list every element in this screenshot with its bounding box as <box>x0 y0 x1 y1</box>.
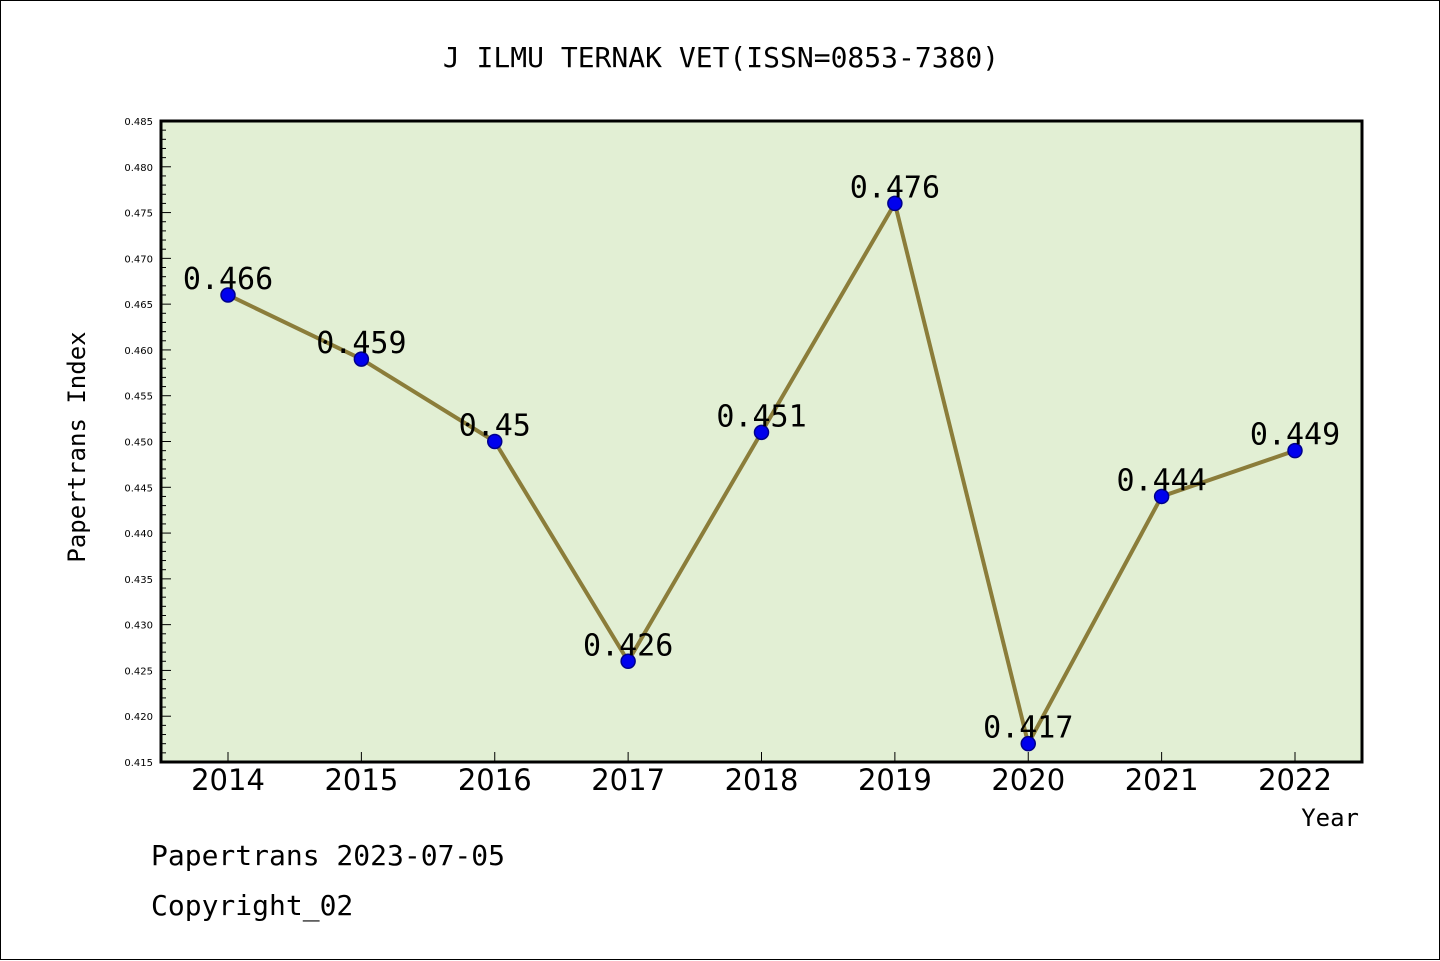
x-tick-label: 2022 <box>1258 763 1332 797</box>
y-tick-label: 0.435 <box>124 575 153 586</box>
data-label: 0.466 <box>183 262 273 297</box>
data-point <box>887 195 903 212</box>
y-tick-label: 0.470 <box>124 254 153 265</box>
y-tick-label: 0.450 <box>124 438 153 449</box>
y-tick-label: 0.445 <box>124 483 153 494</box>
y-tick-label: 0.425 <box>124 666 153 677</box>
data-label: 0.444 <box>1116 463 1206 498</box>
data-point <box>353 351 370 367</box>
x-axis-label: Year <box>1301 804 1359 832</box>
y-tick-label: 0.475 <box>124 209 153 220</box>
data-point <box>1020 735 1036 752</box>
data-label: 0.426 <box>583 628 673 663</box>
x-tick-label: 2017 <box>591 763 665 797</box>
y-tick-label: 0.415 <box>124 758 153 769</box>
data-label: 0.451 <box>716 399 806 434</box>
plot-border <box>159 119 1364 764</box>
data-point <box>220 287 236 303</box>
data-point <box>620 653 636 670</box>
footer-date: Papertrans 2023-07-05 <box>151 839 505 872</box>
data-point <box>753 424 770 441</box>
x-tick-label: 2015 <box>324 763 398 797</box>
data-label: 0.417 <box>983 711 1073 746</box>
y-tick-label: 0.420 <box>124 712 153 723</box>
y-tick-label: 0.430 <box>124 621 153 632</box>
data-point <box>487 433 503 450</box>
x-tick-label: 2021 <box>1125 763 1199 797</box>
data-label: 0.476 <box>850 170 940 205</box>
x-tick-label: 2019 <box>858 763 932 797</box>
y-tick-label: 0.455 <box>124 392 153 403</box>
x-tick-label: 2016 <box>458 763 532 797</box>
data-series: 0.466 0.459 0.45 0.426 0.451 0.476 0.417 0.444 0… <box>183 170 1340 752</box>
y-tick-label: 0.480 <box>124 163 153 174</box>
data-point <box>1153 488 1170 505</box>
y-tick-label: 0.485 <box>124 117 153 128</box>
y-axis-label: Papertrans Index <box>63 331 91 562</box>
x-tick-label: 2018 <box>725 763 799 797</box>
x-tick-label: 2014 <box>191 763 265 797</box>
y-tick-label: 0.465 <box>124 300 153 311</box>
data-label: 0.449 <box>1250 418 1340 453</box>
plot-area <box>161 121 1362 762</box>
footer-copyright: Copyright_02 <box>151 889 353 923</box>
data-point <box>1287 442 1303 459</box>
data-label: 0.459 <box>316 326 406 361</box>
y-tick-label: 0.460 <box>124 346 153 357</box>
x-axis-ticks: 2014 2015 2016 2017 2018 2019 2020 2021 2022 <box>191 752 1332 797</box>
x-tick-label: 2020 <box>991 763 1065 797</box>
chart-title: J ILMU TERNAK VET(ISSN=0853-7380) <box>443 41 999 74</box>
y-tick-label: 0.440 <box>124 529 153 540</box>
data-label: 0.45 <box>459 409 531 444</box>
